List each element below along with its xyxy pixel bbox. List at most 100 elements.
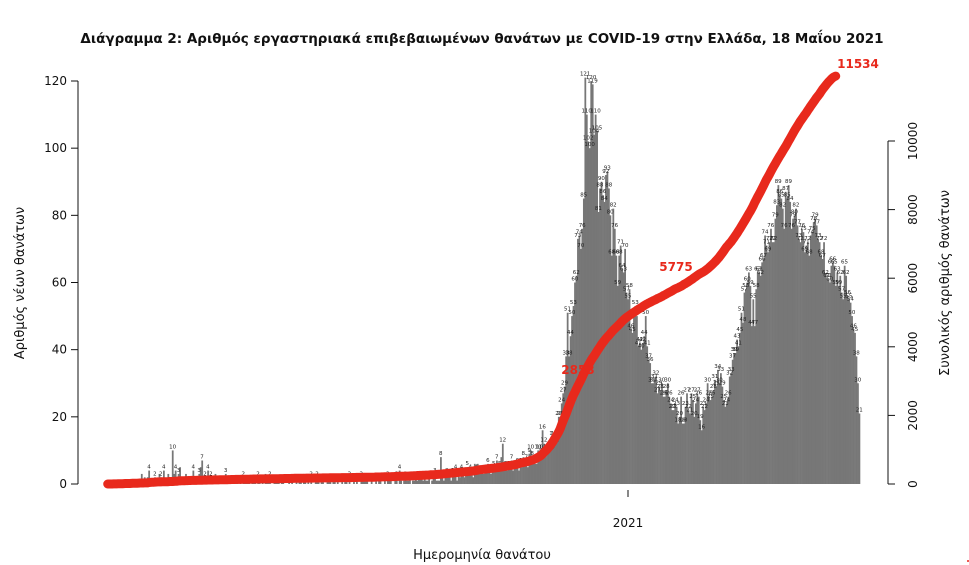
bar-label: 50 [848, 310, 855, 316]
bar-label: 110 [590, 109, 601, 115]
bar-label: 55 [840, 293, 847, 299]
bar-label: 30 [854, 377, 861, 383]
bar [179, 467, 181, 484]
bar [768, 242, 771, 484]
bar [432, 477, 435, 484]
bar [481, 473, 484, 484]
bar-label: 72 [769, 236, 776, 242]
bar [634, 306, 637, 484]
bar [709, 400, 712, 484]
bar-label: 84 [787, 196, 794, 202]
bar-label: 61 [825, 273, 832, 279]
bar [745, 289, 747, 484]
bar [447, 477, 450, 484]
bar [459, 477, 461, 484]
bar [727, 396, 730, 484]
bar-label: 89 [785, 179, 792, 185]
bar [644, 316, 647, 484]
bar-label: 4 [147, 465, 151, 471]
bar [497, 463, 500, 484]
y2-tick-label: 2000 [906, 400, 920, 431]
bar-label: 30 [664, 377, 671, 383]
bar-label: 62 [837, 270, 844, 276]
bar [690, 393, 693, 484]
bar-label: 22 [685, 404, 692, 410]
bar-label: 56 [844, 290, 851, 296]
bar-label: 86 [599, 189, 606, 195]
bar-label: 59 [835, 280, 842, 286]
bar [809, 235, 812, 484]
bar-label: 26 [661, 391, 668, 397]
bar [199, 467, 202, 484]
bar-label: 2 [159, 471, 163, 477]
bar [515, 467, 517, 484]
bar [445, 473, 448, 484]
bar-label: 45 [851, 327, 858, 333]
bar [568, 356, 570, 484]
bar [830, 265, 833, 484]
x-axis-label: Ημερομηνία θανάτου [413, 548, 551, 563]
bar [525, 460, 528, 484]
bar [420, 477, 423, 484]
bar-label: 67 [760, 253, 767, 259]
bar-label: 77 [794, 219, 801, 225]
bar-label: 68 [613, 250, 620, 256]
y2-tick-label: 6000 [906, 263, 920, 294]
bar-label: 24 [667, 397, 674, 403]
bar [422, 480, 425, 484]
bar [554, 443, 557, 484]
bar [615, 255, 618, 484]
bar [550, 450, 553, 484]
bar-label: 33 [717, 367, 724, 373]
bar-label: 12 [540, 438, 547, 444]
bar [631, 332, 634, 485]
bar-label: 120 [586, 75, 597, 81]
bar-label: 3 [224, 468, 228, 474]
right-axis: 0 2000 4000 6000 8000 10000 [887, 122, 920, 488]
bar [450, 480, 453, 484]
bar-label: 68 [806, 250, 813, 256]
bar-label: 66 [829, 256, 836, 262]
bar [606, 171, 609, 484]
bar [666, 383, 669, 484]
bar-label: 27 [560, 387, 567, 393]
bar [749, 285, 752, 484]
bar-label: 62 [843, 270, 850, 276]
bar-label: 67 [819, 253, 826, 259]
bar-label: 30 [658, 377, 665, 383]
bar [858, 413, 861, 484]
bar-label: 20 [691, 411, 698, 417]
bar-label: 36 [647, 357, 654, 363]
bar-label: 44 [567, 330, 574, 336]
bar [504, 467, 507, 484]
bar-label: 39 [731, 347, 738, 353]
bar [638, 342, 641, 484]
bar [715, 386, 718, 484]
bar-label: 12 [499, 438, 506, 444]
bar [796, 225, 799, 484]
bar-label: 63 [754, 266, 761, 272]
bar-label: 65 [831, 260, 838, 266]
bar [722, 400, 725, 484]
bar [730, 373, 733, 484]
bar [516, 463, 519, 484]
bar [812, 222, 815, 485]
bar-label: 50 [642, 310, 649, 316]
bar [668, 396, 671, 484]
bar [783, 228, 786, 484]
bar [379, 480, 382, 484]
bar-label: 5 [466, 461, 470, 467]
bar [370, 480, 373, 484]
bar-label: 53 [632, 300, 639, 306]
bar-label: 85 [784, 193, 791, 199]
bar [613, 228, 616, 484]
bar [535, 463, 538, 484]
bar-label: 64 [619, 263, 626, 269]
bar-label: 100 [584, 142, 595, 148]
bar [584, 77, 587, 484]
bar [699, 420, 702, 484]
bar-label: 22 [670, 404, 677, 410]
bar-label: 9 [527, 448, 531, 454]
bar [524, 463, 526, 484]
bar-label: 7 [200, 455, 204, 461]
